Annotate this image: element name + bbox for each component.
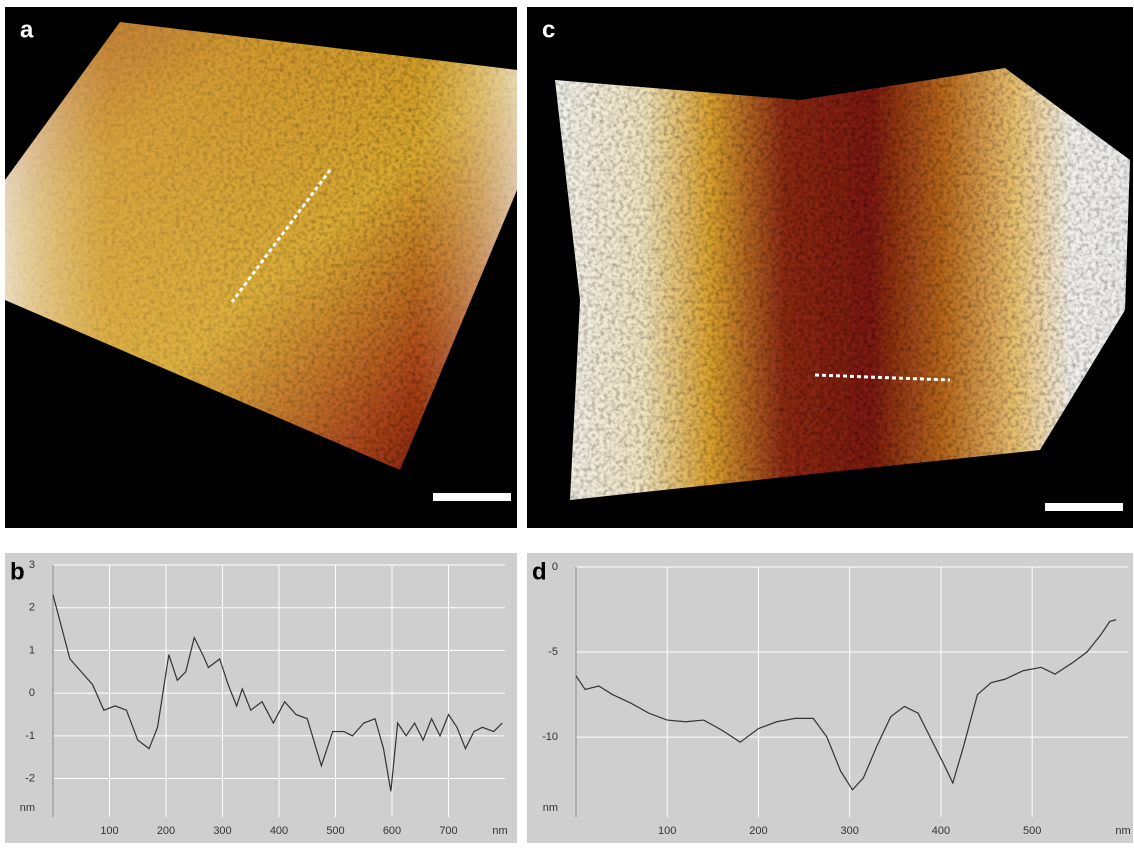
y-tick-label: 2 bbox=[29, 602, 35, 614]
x-tick-label: 300 bbox=[213, 825, 231, 837]
panel-label: c bbox=[542, 16, 555, 43]
panel-label: b bbox=[10, 558, 25, 585]
y-tick-label: 3 bbox=[29, 559, 35, 571]
x-tick-label: 400 bbox=[270, 825, 288, 837]
x-tick-label: 200 bbox=[157, 825, 175, 837]
y-axis-label: nm bbox=[543, 802, 558, 814]
y-tick-label: 1 bbox=[29, 644, 35, 656]
y-tick-label: 0 bbox=[29, 687, 35, 699]
x-tick-label: 500 bbox=[326, 825, 344, 837]
figure: a c 100200300400500600700-2-10123nmnmb10… bbox=[0, 0, 1134, 843]
x-tick-label: 200 bbox=[749, 825, 767, 837]
y-tick-label: -2 bbox=[25, 772, 35, 784]
x-tick-label: 600 bbox=[383, 825, 401, 837]
x-tick-label: 100 bbox=[658, 825, 676, 837]
plot-background bbox=[5, 553, 517, 843]
y-tick-label: -1 bbox=[25, 730, 35, 742]
panel-label: d bbox=[532, 558, 547, 585]
x-tick-label: 100 bbox=[100, 825, 118, 837]
image-panel-a: a bbox=[5, 7, 517, 528]
y-tick-label: -5 bbox=[548, 646, 558, 658]
plot-background bbox=[527, 553, 1133, 843]
x-tick-label: 700 bbox=[439, 825, 457, 837]
x-tick-label: 300 bbox=[841, 825, 859, 837]
y-axis-label: nm bbox=[20, 802, 35, 814]
y-tick-label: 0 bbox=[552, 561, 558, 573]
image-panel-c: c bbox=[527, 7, 1133, 528]
x-axis-label: nm bbox=[492, 825, 507, 837]
x-tick-label: 400 bbox=[932, 825, 950, 837]
y-tick-label: -10 bbox=[542, 731, 558, 743]
panel-label: a bbox=[20, 16, 34, 43]
x-tick-label: 500 bbox=[1023, 825, 1041, 837]
x-axis-label: nm bbox=[1115, 825, 1130, 837]
